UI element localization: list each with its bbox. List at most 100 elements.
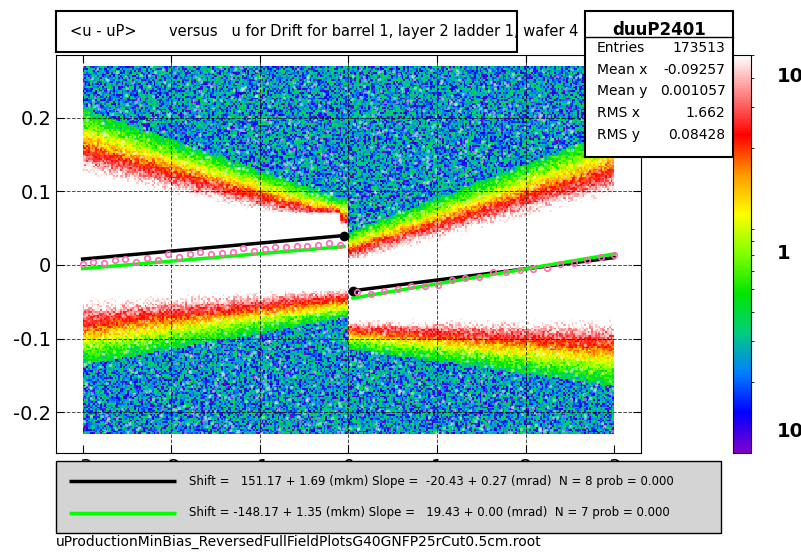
Point bbox=[219, 393, 231, 402]
Point bbox=[594, 129, 606, 138]
Point bbox=[251, 392, 264, 401]
Point bbox=[408, 254, 421, 263]
Point bbox=[214, 315, 227, 324]
Point bbox=[256, 376, 269, 385]
Point bbox=[124, 300, 137, 309]
Point bbox=[206, 168, 219, 177]
Point bbox=[199, 407, 212, 416]
Point bbox=[265, 319, 278, 328]
Point bbox=[131, 309, 143, 318]
Point bbox=[586, 141, 599, 150]
Point bbox=[224, 418, 237, 427]
Point bbox=[598, 422, 610, 431]
Point bbox=[437, 397, 449, 406]
Point bbox=[465, 396, 478, 405]
Point bbox=[328, 310, 340, 319]
Point bbox=[476, 290, 489, 299]
Point bbox=[92, 244, 105, 253]
Point bbox=[89, 366, 102, 375]
Point bbox=[305, 181, 318, 189]
Point bbox=[525, 182, 538, 191]
Point bbox=[113, 149, 126, 158]
Point bbox=[250, 91, 263, 100]
Point bbox=[296, 155, 308, 163]
Point bbox=[566, 190, 578, 199]
Point bbox=[441, 142, 453, 151]
Point bbox=[525, 105, 538, 114]
Point bbox=[436, 72, 449, 81]
Point bbox=[517, 393, 530, 402]
Point bbox=[511, 131, 524, 140]
Point bbox=[326, 274, 339, 283]
Point bbox=[438, 302, 451, 311]
Point bbox=[405, 97, 417, 105]
Point bbox=[209, 179, 222, 188]
Point bbox=[463, 406, 476, 415]
Point bbox=[126, 222, 139, 231]
Point bbox=[523, 144, 536, 152]
Point bbox=[250, 131, 263, 140]
Point bbox=[78, 181, 91, 189]
Point bbox=[413, 197, 426, 205]
Point bbox=[297, 409, 310, 418]
Point bbox=[394, 285, 407, 294]
Point bbox=[163, 285, 175, 294]
Point bbox=[133, 422, 146, 431]
Point bbox=[430, 362, 443, 371]
Point bbox=[219, 374, 231, 383]
Point bbox=[392, 151, 405, 160]
Point bbox=[262, 316, 275, 325]
Point bbox=[408, 75, 421, 83]
Point bbox=[225, 70, 238, 78]
Point bbox=[459, 181, 472, 190]
Point bbox=[163, 185, 176, 194]
Point bbox=[445, 213, 458, 222]
Point bbox=[572, 338, 585, 347]
Point bbox=[531, 316, 544, 325]
Point bbox=[464, 332, 477, 341]
Point bbox=[444, 201, 457, 210]
Point bbox=[160, 239, 173, 248]
Point bbox=[143, 189, 155, 198]
Point bbox=[328, 371, 341, 380]
Point bbox=[576, 236, 589, 245]
Point bbox=[150, 304, 163, 313]
Point bbox=[404, 410, 417, 418]
Point bbox=[135, 152, 147, 161]
Point bbox=[392, 70, 405, 78]
Point bbox=[276, 274, 289, 283]
Point bbox=[573, 192, 586, 201]
Point bbox=[447, 406, 460, 415]
Point bbox=[426, 240, 439, 248]
Point bbox=[186, 167, 199, 176]
Point bbox=[570, 296, 583, 305]
Point bbox=[545, 197, 558, 205]
Point bbox=[401, 141, 414, 150]
Point bbox=[522, 263, 535, 272]
Point bbox=[215, 95, 227, 104]
Point bbox=[143, 387, 156, 396]
Point bbox=[315, 214, 328, 222]
Point bbox=[349, 134, 362, 142]
Point bbox=[298, 357, 311, 366]
Point bbox=[458, 341, 471, 350]
Point bbox=[337, 257, 350, 266]
Point bbox=[299, 341, 312, 350]
Point bbox=[104, 224, 117, 233]
Point bbox=[292, 118, 304, 126]
Point bbox=[271, 309, 284, 318]
Point bbox=[174, 418, 187, 427]
Point bbox=[584, 73, 597, 82]
Point bbox=[376, 348, 388, 357]
Point bbox=[379, 98, 392, 107]
Point bbox=[364, 98, 377, 107]
Point bbox=[103, 214, 115, 223]
Point bbox=[435, 200, 448, 209]
Point bbox=[333, 169, 346, 178]
Point bbox=[203, 343, 216, 352]
Point bbox=[231, 427, 244, 436]
Point bbox=[339, 251, 352, 259]
Point bbox=[598, 152, 610, 161]
Point bbox=[83, 238, 95, 247]
Point bbox=[318, 107, 331, 115]
